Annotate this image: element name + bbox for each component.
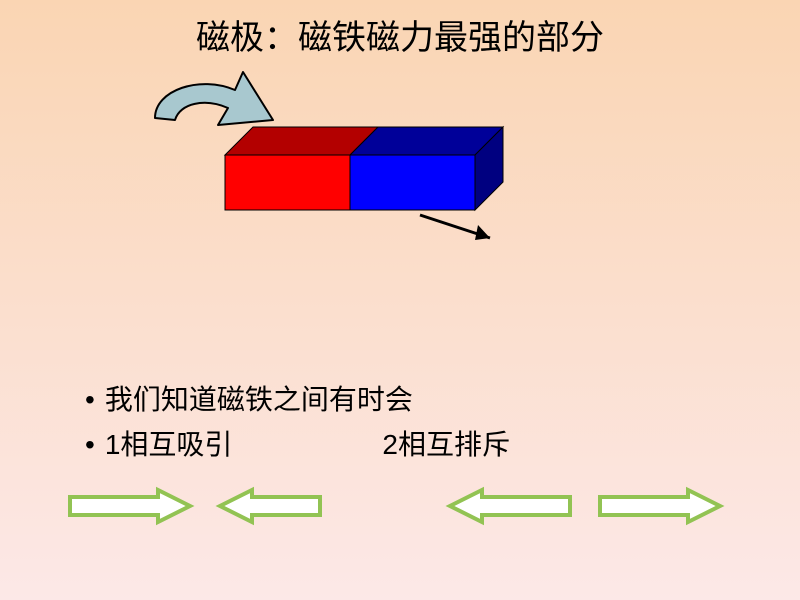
block-arrow-1	[70, 490, 190, 522]
slide-title: 磁极：磁铁磁力最强的部分	[0, 10, 800, 59]
bullet-dot-icon: •	[85, 425, 95, 464]
block-arrow-4	[600, 490, 720, 522]
bullet-text-2: 1相互吸引 2相互排斥	[105, 425, 510, 464]
bar-magnet	[225, 127, 503, 210]
slide: 磁极：磁铁磁力最强的部分 • 我们知道磁铁之间有时会 • 1相互吸引 2相互排斥	[0, 0, 800, 600]
small-arrow-icon	[420, 215, 490, 240]
curved-arrow-icon	[155, 72, 273, 125]
shapes-layer	[0, 0, 800, 600]
block-arrow-3	[450, 490, 570, 522]
bullet-row-2: • 1相互吸引 2相互排斥	[85, 425, 510, 464]
bullet-row-1: • 我们知道磁铁之间有时会	[85, 380, 510, 419]
bullet-text-1: 我们知道磁铁之间有时会	[105, 380, 413, 419]
bullet-list: • 我们知道磁铁之间有时会 • 1相互吸引 2相互排斥	[85, 380, 510, 470]
bullet-text-2b: 2相互排斥	[382, 429, 510, 460]
block-arrow-2	[220, 490, 320, 522]
bullet-text-2a: 1相互吸引	[105, 429, 233, 460]
bullet-dot-icon: •	[85, 380, 95, 419]
background-layer	[0, 0, 800, 600]
